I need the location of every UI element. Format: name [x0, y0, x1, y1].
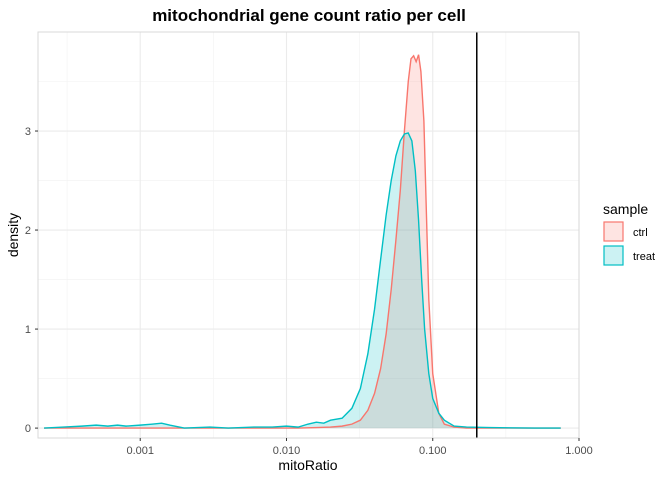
legend-title: sample [603, 201, 648, 217]
y-tick-label-1: 1 [25, 324, 31, 336]
plot-panel-border [37, 31, 580, 439]
y-tick-label-3: 3 [25, 126, 31, 138]
y-tick-label-2: 2 [25, 225, 31, 237]
chart-title: mitochondrial gene count ratio per cell [152, 6, 466, 25]
legend-label-treat: treat [633, 251, 655, 263]
legend-label-ctrl: ctrl [633, 227, 648, 239]
x-tick-label-3: 1.000 [565, 445, 593, 457]
legend-key-ctrl [603, 221, 624, 242]
series-treat-line [44, 132, 561, 429]
x-axis-ticks: 0.001 0.010 0.100 1.000 [126, 438, 593, 457]
legend-key-treat [603, 245, 624, 266]
y-tick-label-0: 0 [25, 423, 31, 435]
grid-minor [38, 32, 579, 438]
series-layer [44, 54, 561, 429]
x-tick-label-2: 0.100 [419, 445, 447, 457]
x-tick-label-0: 0.001 [126, 445, 154, 457]
legend: sample ctrl treat [603, 201, 655, 266]
y-axis-ticks: 0 1 2 3 [25, 126, 38, 435]
y-axis-title: density [5, 213, 21, 257]
legend-items: ctrl treat [603, 221, 655, 266]
x-axis-title: mitoRatio [278, 457, 337, 473]
x-tick-label-1: 0.010 [273, 445, 301, 457]
